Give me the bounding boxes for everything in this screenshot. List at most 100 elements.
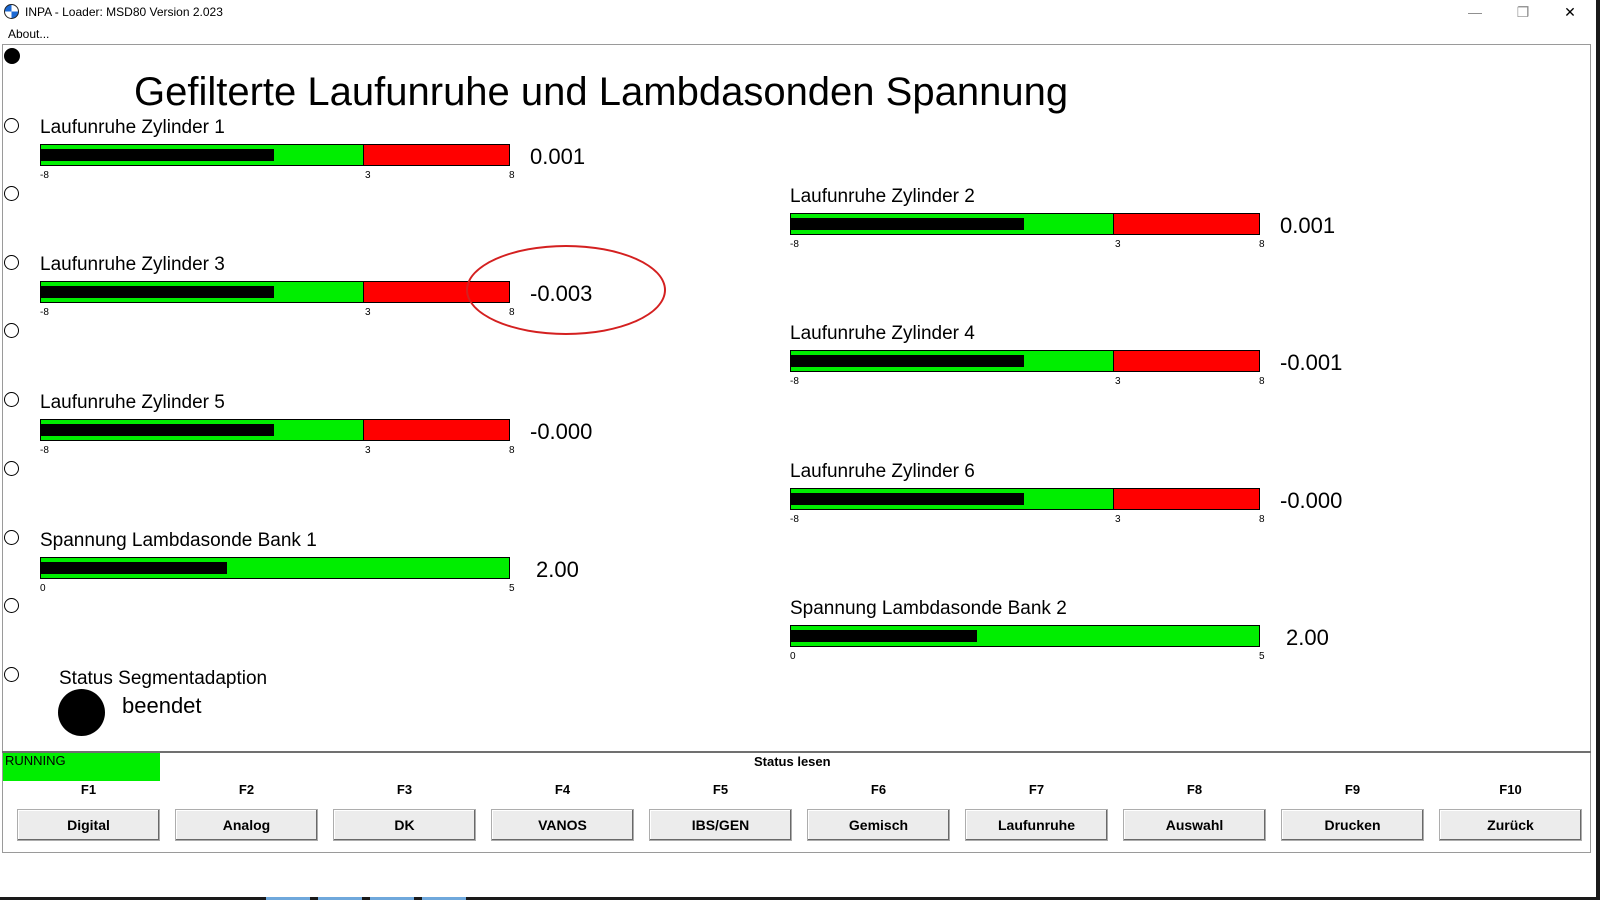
gauge-fill <box>41 286 274 298</box>
function-key-f4: F4 <box>554 782 571 797</box>
gauge-alarm-range <box>1112 489 1259 509</box>
title-bar: INPA - Loader: MSD80 Version 2.023 — ❐ ✕ <box>0 0 1600 24</box>
screen-edge <box>0 897 1600 900</box>
radio-button-selected[interactable] <box>4 48 20 64</box>
vanos-button[interactable]: VANOS <box>491 809 634 841</box>
radio-button[interactable] <box>4 118 19 133</box>
frame-border <box>1590 44 1591 852</box>
status-text: Status lesen <box>754 754 831 769</box>
gauge-value: 2.00 <box>1286 625 1329 650</box>
function-key-f5: F5 <box>712 782 729 797</box>
ibs-gen-button[interactable]: IBS/GEN <box>649 809 792 841</box>
gauge-value: 0.001 <box>530 144 586 169</box>
gauge-label: Laufunruhe Zylinder 6 <box>790 461 975 482</box>
function-key-f1: F1 <box>80 782 97 797</box>
segment-status-value: beendet <box>122 693 202 718</box>
gauge-label: Laufunruhe Zylinder 1 <box>40 117 225 138</box>
gauge-label: Laufunruhe Zylinder 3 <box>40 254 225 275</box>
gauge-value: -0.000 <box>530 419 593 444</box>
zur-ck-button[interactable]: Zurück <box>1439 809 1582 841</box>
gauge-zylinder-6: Laufunruhe Zylinder 6 -8 3 8 -0.000 <box>790 461 1350 541</box>
screen-edge <box>1596 0 1600 900</box>
gemisch-button[interactable]: Gemisch <box>807 809 950 841</box>
gauge-tick-max: 8 <box>1259 239 1265 250</box>
gauge-label: Laufunruhe Zylinder 2 <box>790 186 975 207</box>
maximize-button[interactable]: ❐ <box>1516 4 1530 20</box>
gauge-tick-max: 5 <box>1259 651 1265 662</box>
gauge-tick-min: 0 <box>40 583 46 594</box>
function-key-f9: F9 <box>1344 782 1361 797</box>
laufunruhe-button[interactable]: Laufunruhe <box>965 809 1108 841</box>
gauge-fill <box>791 630 977 642</box>
taskbar-item <box>370 897 414 900</box>
gauge-value: -0.001 <box>1280 350 1343 375</box>
close-button[interactable]: ✕ <box>1564 4 1576 20</box>
gauge-tick-threshold: 3 <box>365 307 371 318</box>
radio-button[interactable] <box>4 667 19 682</box>
page-title: Gefilterte Laufunruhe und Lambdasonden S… <box>134 70 1069 114</box>
gauge-lambda-bank-2: Spannung Lambdasonde Bank 2 0 5 2.00 <box>790 598 1350 678</box>
gauge-tick-threshold: 3 <box>365 445 371 456</box>
gauge-alarm-range <box>1112 214 1259 234</box>
gauge-fill <box>41 562 227 574</box>
statusbar-divider <box>2 751 1591 753</box>
frame-border <box>2 44 3 852</box>
gauge-alarm-range <box>1112 351 1259 371</box>
taskbar-item <box>318 897 362 900</box>
annotation-circle <box>466 245 666 335</box>
radio-button[interactable] <box>4 323 19 338</box>
gauge-tick-min: -8 <box>40 445 49 456</box>
radio-button[interactable] <box>4 255 19 270</box>
gauge-value: 0.001 <box>1280 213 1336 238</box>
taskbar-item <box>422 897 466 900</box>
gauge-zylinder-5: Laufunruhe Zylinder 5 -8 3 8 -0.000 <box>40 392 600 472</box>
radio-button[interactable] <box>4 186 19 201</box>
running-indicator: RUNNING <box>3 753 160 781</box>
gauge-tick-min: -8 <box>790 376 799 387</box>
gauge-label: Laufunruhe Zylinder 4 <box>790 323 975 344</box>
gauge-fill <box>791 218 1024 230</box>
gauge-zylinder-1: Laufunruhe Zylinder 1 -8 3 8 0.001 <box>40 117 600 197</box>
gauge-tick-max: 8 <box>1259 514 1265 525</box>
gauge-tick-threshold: 3 <box>1115 376 1121 387</box>
gauge-tick-max: 8 <box>509 170 515 181</box>
digital-button[interactable]: Digital <box>17 809 160 841</box>
taskbar-item <box>266 897 310 900</box>
gauge-tick-threshold: 3 <box>1115 239 1121 250</box>
gauge-tick-min: -8 <box>40 170 49 181</box>
gauge-tick-min: 0 <box>790 651 796 662</box>
segment-status-label: Status Segmentadaption <box>59 668 268 689</box>
gauge-alarm-range <box>362 420 509 440</box>
auswahl-button[interactable]: Auswahl <box>1123 809 1266 841</box>
menu-about[interactable]: About... <box>8 27 50 41</box>
dk-button[interactable]: DK <box>333 809 476 841</box>
gauge-tick-max: 5 <box>509 583 515 594</box>
gauge-label: Spannung Lambdasonde Bank 2 <box>790 598 1067 619</box>
gauge-tick-min: -8 <box>790 239 799 250</box>
gauge-tick-max: 8 <box>509 445 515 456</box>
gauge-fill <box>791 355 1024 367</box>
analog-button[interactable]: Analog <box>175 809 318 841</box>
minimize-button[interactable]: — <box>1468 4 1482 20</box>
gauge-label: Spannung Lambdasonde Bank 1 <box>40 530 317 551</box>
window-title: INPA - Loader: MSD80 Version 2.023 <box>25 5 223 19</box>
gauge-zylinder-2: Laufunruhe Zylinder 2 -8 3 8 0.001 <box>790 186 1350 266</box>
gauge-tick-threshold: 3 <box>365 170 371 181</box>
drucken-button[interactable]: Drucken <box>1281 809 1424 841</box>
gauge-zylinder-4: Laufunruhe Zylinder 4 -8 3 8 -0.001 <box>790 323 1350 403</box>
gauge-tick-min: -8 <box>790 514 799 525</box>
gauge-fill <box>41 424 274 436</box>
function-key-f10: F10 <box>1499 782 1522 797</box>
radio-button[interactable] <box>4 530 19 545</box>
radio-button[interactable] <box>4 598 19 613</box>
function-key-f3: F3 <box>396 782 413 797</box>
gauge-tick-threshold: 3 <box>1115 514 1121 525</box>
radio-button[interactable] <box>4 461 19 476</box>
frame-border <box>2 44 1590 45</box>
gauge-value: 2.00 <box>536 557 579 582</box>
function-key-f6: F6 <box>870 782 887 797</box>
frame-border <box>2 852 1591 853</box>
gauge-fill <box>791 493 1024 505</box>
radio-button[interactable] <box>4 392 19 407</box>
gauge-lambda-bank-1: Spannung Lambdasonde Bank 1 0 5 2.00 <box>40 530 600 610</box>
